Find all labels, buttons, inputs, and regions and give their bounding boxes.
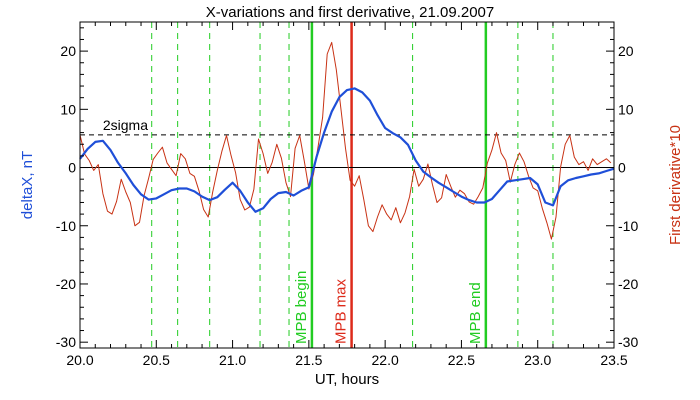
reference-lines: 2sigma	[80, 117, 614, 169]
y-tick-label-left-1: -20	[56, 276, 76, 292]
x-tick-label-2: 21.0	[219, 352, 246, 368]
y-tick-label-left-5: 20	[60, 43, 76, 59]
y-tick-label-right-4: 10	[618, 101, 634, 117]
series-line-deltax	[79, 87, 615, 213]
x-axis-label: UT, hours	[315, 371, 379, 388]
y-tick-label-right-5: 20	[618, 43, 634, 59]
marker-label-2: MPB max	[333, 278, 350, 344]
y-tick-label-left-4: 10	[60, 101, 76, 117]
y-tick-label-right-1: -20	[618, 276, 638, 292]
y-axis-label-right: First derivative*10	[667, 125, 684, 245]
series-line-derivative	[79, 41, 612, 240]
marker-labels: MPB begin MPB max MPB end	[293, 271, 484, 344]
marker-label-1: MPB begin	[293, 271, 310, 344]
plot-area: 2sigma MPB begin MPB max MPB end	[79, 21, 615, 349]
x-tick-label-4: 22.0	[372, 352, 399, 368]
x-tick-label-0: 20.0	[66, 352, 93, 368]
y-tick-label-right-3: 0	[618, 160, 626, 176]
sigma-label: 2sigma	[103, 117, 148, 133]
marker-label-3: MPB end	[467, 282, 484, 344]
x-tick-label-5: 22.5	[448, 352, 475, 368]
chart-title: X-variations and first derivative, 21.09…	[206, 4, 495, 21]
y-tick-label-left-3: 0	[68, 160, 76, 176]
y-tick-label-left-2: -10	[56, 218, 76, 234]
x-tick-label-1: 20.5	[143, 352, 170, 368]
x-tick-label-7: 23.5	[600, 352, 627, 368]
x-tick-label-3: 21.5	[295, 352, 322, 368]
vertical-markers	[151, 22, 554, 348]
y-tick-label-right-0: -30	[618, 334, 638, 350]
axes: 20.0 20.5 21.0 21.5 22.0 22.5 23.0 23.5 -30 -30 -2…	[56, 22, 638, 368]
plot-frame	[79, 21, 615, 349]
y-axis-label-left: deltaX, nT	[19, 151, 36, 219]
y-tick-label-left-0: -30	[56, 334, 76, 350]
x-tick-label-6: 23.0	[524, 352, 551, 368]
y-tick-label-right-2: -10	[618, 218, 638, 234]
